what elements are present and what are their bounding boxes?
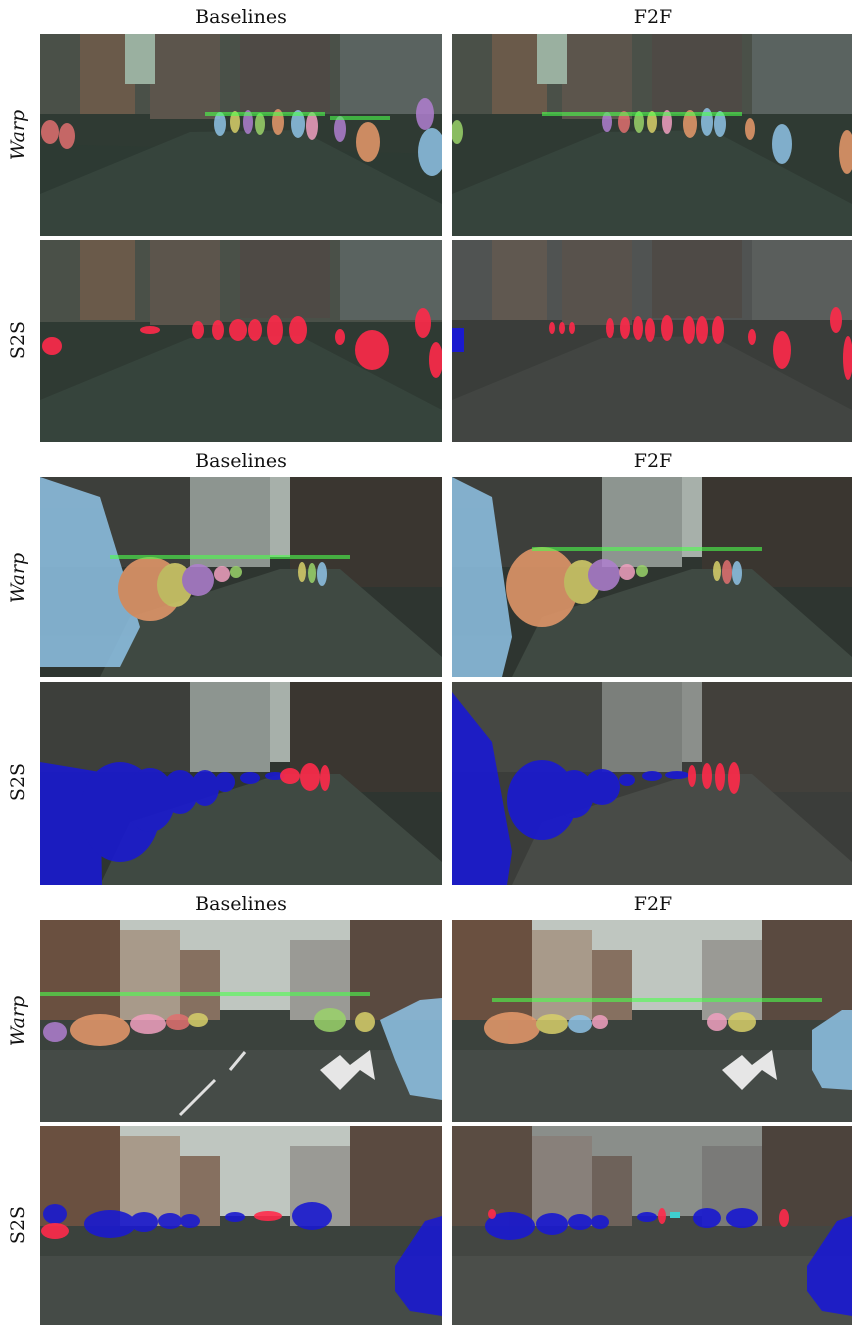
- group-1-header-f2f: F2F: [633, 6, 673, 28]
- g3-s2s-baseline-image: [40, 1126, 442, 1325]
- group-3-header-baselines: Baselines: [195, 893, 287, 915]
- g3-s2s-f2f-image: [452, 1126, 852, 1325]
- group-1-header-baselines: Baselines: [195, 6, 287, 28]
- g3-warp-f2f-image: [452, 920, 852, 1122]
- g1-warp-f2f-image: [452, 34, 852, 236]
- group-3-header-f2f: F2F: [633, 893, 673, 915]
- g2-s2s-baseline-image: [40, 682, 442, 885]
- group-2-header-baselines: Baselines: [195, 450, 287, 472]
- group-2-header-f2f: F2F: [633, 450, 673, 472]
- group-3-row-s2s-label: S2S: [7, 1205, 29, 1245]
- group-1-row-warp-label: Warp: [7, 109, 29, 161]
- g3-warp-baseline-image: [40, 920, 442, 1122]
- g1-s2s-f2f-image: [452, 240, 852, 442]
- group-2-row-s2s-label: S2S: [7, 762, 29, 802]
- group-3-row-warp-label: Warp: [7, 995, 29, 1047]
- g2-warp-f2f-image: [452, 477, 852, 677]
- g2-warp-baseline-image: [40, 477, 442, 677]
- g2-s2s-f2f-image: [452, 682, 852, 885]
- g1-s2s-baseline-image: [40, 240, 442, 442]
- group-1-row-s2s-label: S2S: [7, 320, 29, 360]
- g1-warp-baseline-image: [40, 34, 442, 236]
- group-2-row-warp-label: Warp: [7, 552, 29, 604]
